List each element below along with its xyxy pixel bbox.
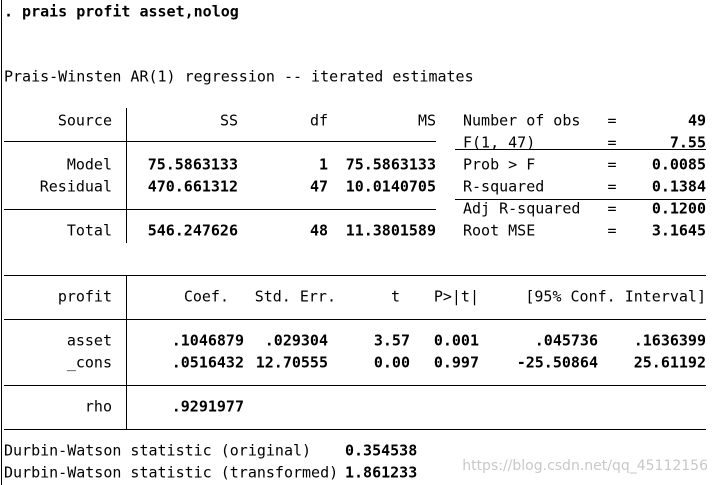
coef-header: profit: [58, 288, 112, 306]
anova-cell: 11.3801589: [346, 222, 436, 240]
anova-row-label: Total: [67, 222, 112, 240]
stat-sep: =: [607, 222, 616, 240]
stat-label: R-squared: [463, 178, 544, 196]
coef-cell: .029304: [265, 332, 328, 350]
title: Prais-Winsten AR(1) regression -- iterat…: [4, 68, 474, 86]
dw-label: Durbin-Watson statistic (transformed): [4, 464, 338, 482]
anova-header: SS: [220, 112, 238, 130]
stat-label: Adj R-squared: [463, 200, 580, 218]
stat-value: 3.1645: [652, 222, 706, 240]
stat-label: Root MSE: [463, 222, 535, 240]
anova-header: Source: [58, 112, 112, 130]
stat-value: 49: [688, 112, 706, 130]
coef-cell: .0516432: [172, 354, 244, 372]
anova-header: MS: [418, 112, 436, 130]
anova-cell: 75.5863133: [148, 156, 238, 174]
coef-header: P>|t|: [434, 288, 479, 306]
coef-cell: 3.57: [374, 332, 410, 350]
coef-cell: 0.997: [434, 354, 479, 372]
watermark: https://blog.csdn.net/qq_45112156: [462, 458, 708, 474]
coef-cell: 0.001: [434, 332, 479, 350]
anova-cell: 47: [310, 178, 328, 196]
stat-sep: =: [607, 178, 616, 196]
coef-header: Std. Err.: [255, 288, 336, 306]
rho-value: .9291977: [172, 398, 244, 416]
anova-cell: 48: [310, 222, 328, 240]
coef-cell: -25.50864: [517, 354, 598, 372]
anova-cell: 546.247626: [148, 222, 238, 240]
anova-cell: 470.661312: [148, 178, 238, 196]
coef-cell: 25.61192: [634, 354, 706, 372]
anova-row-label: Model: [67, 156, 112, 174]
stat-sep: =: [607, 200, 616, 218]
anova-cell: 75.5863133: [346, 156, 436, 174]
dw-value: 0.354538: [345, 442, 417, 460]
anova-cell: 10.0140705: [346, 178, 436, 196]
stat-value: 0.1200: [652, 200, 706, 218]
rho-label: rho: [85, 398, 112, 416]
coef-row-label: asset: [67, 332, 112, 350]
stat-label: Prob > F: [463, 156, 535, 174]
coef-row-label: _cons: [67, 354, 112, 372]
stat-value: 0.1384: [652, 178, 706, 196]
coef-cell: .1636399: [634, 332, 706, 350]
coef-header: Coef.: [184, 288, 229, 306]
coef-cell: .1046879: [172, 332, 244, 350]
stat-label: F(1, 47): [463, 134, 535, 152]
coef-cell: 0.00: [374, 354, 410, 372]
anova-row-label: Residual: [40, 178, 112, 196]
stat-value: 7.55: [670, 134, 706, 152]
stat-sep: =: [607, 156, 616, 174]
anova-header: df: [310, 112, 328, 130]
dw-label: Durbin-Watson statistic (original): [4, 442, 311, 460]
coef-header: t: [391, 288, 400, 306]
anova-cell: 1: [319, 156, 328, 174]
command: . prais profit asset,nolog: [4, 3, 239, 21]
stat-sep: =: [607, 112, 616, 130]
stat-sep: =: [607, 134, 616, 152]
coef-cell: 12.70555: [256, 354, 328, 372]
coef-header: [95% Conf. Interval]: [525, 288, 706, 306]
stat-value: 0.0085: [652, 156, 706, 174]
dw-value: 1.861233: [345, 464, 417, 482]
stat-label: Number of obs: [463, 112, 580, 130]
coef-cell: .045736: [535, 332, 598, 350]
